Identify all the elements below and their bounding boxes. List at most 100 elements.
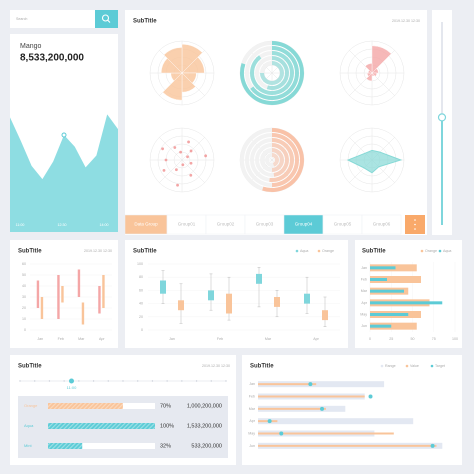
timeline-tick: [92, 380, 95, 382]
search-icon: [107, 19, 111, 23]
value-bar: [258, 407, 326, 410]
scatter-point: [161, 147, 165, 151]
timeline-tick: [166, 380, 168, 382]
tab-label: Group05: [334, 222, 352, 227]
box: [178, 300, 184, 311]
box: [322, 310, 328, 321]
polar-spoke: [181, 137, 205, 161]
tab[interactable]: [361, 214, 402, 235]
polar-spoke: [159, 159, 183, 183]
y-tick-label: 80: [139, 275, 143, 279]
timeline-tick: [48, 380, 51, 382]
scatter-point: [181, 163, 185, 167]
progress-bar: [48, 423, 155, 429]
x-tick-label: 0: [369, 337, 371, 341]
rose-sector: [371, 68, 379, 74]
y-tick-label: Jan: [361, 266, 367, 270]
timeline-handle[interactable]: [69, 378, 74, 384]
range-bar: [36, 280, 40, 308]
ring-bar: [250, 46, 299, 100]
search-box[interactable]: [10, 10, 118, 28]
timeline-tick: [34, 380, 36, 382]
legend-label: Orange: [425, 249, 437, 253]
legend-dot: [430, 364, 434, 368]
rose-sector: [181, 43, 203, 74]
y-tick-label: Jan: [249, 382, 255, 386]
timeline-tick: [122, 380, 124, 382]
panel-date: 2019.12.30 12:30: [392, 19, 420, 23]
progress-percent: 32%: [160, 443, 171, 449]
x-tick-label: Feb: [58, 337, 64, 341]
panel-date: 2019.12.30 12:30: [202, 364, 230, 368]
legend-dot: [317, 249, 321, 253]
search-icon: [101, 14, 110, 22]
scatter-point: [204, 154, 208, 158]
legend-dot: [420, 249, 424, 253]
polar-spoke: [159, 137, 183, 161]
scatter-point: [164, 158, 168, 162]
y-tick-label: Mar: [361, 289, 368, 293]
rose-sector: [162, 72, 183, 101]
value-bar: [258, 395, 365, 398]
rose-sector: [366, 72, 373, 82]
rose-sector: [371, 45, 392, 74]
box: [256, 273, 262, 284]
legend-label: Aqua: [443, 249, 451, 253]
row-label: Mint: [24, 443, 32, 448]
polar-spoke: [181, 159, 205, 183]
y-tick-label: Feb: [249, 394, 255, 398]
panel-title: SubTitle: [18, 364, 42, 370]
range-bar: [81, 302, 85, 325]
menu-dot: [414, 223, 416, 226]
y-tick-label: Apr: [249, 419, 255, 423]
progress-bar: [48, 403, 123, 409]
timeline-tick: [195, 380, 198, 382]
y-tick-label: 40: [22, 284, 26, 288]
tab-label: Data Group: [134, 222, 158, 227]
range-bar: [57, 275, 60, 319]
ring-bar: [262, 128, 304, 192]
rose-sector: [371, 72, 378, 77]
legend-dot: [380, 364, 384, 368]
summary-label: Mango: [20, 43, 42, 50]
x-tick-label: Apr: [313, 337, 319, 341]
legend-label: Aqua: [300, 249, 308, 253]
search-button[interactable]: [95, 10, 118, 28]
rose-sector: [364, 63, 373, 74]
range-bar: [77, 269, 81, 297]
scatter-point: [189, 173, 193, 177]
bar: [370, 324, 392, 328]
radar-shape: [346, 149, 403, 174]
ring-bar: [240, 41, 304, 105]
bar: [370, 276, 421, 283]
bar: [370, 278, 387, 281]
bar: [370, 301, 443, 305]
timeline-tick: [137, 380, 139, 382]
value-bar: [258, 444, 437, 447]
box: [160, 280, 166, 294]
y-tick-label: 0: [24, 328, 26, 332]
timeline-tick: [181, 380, 183, 382]
slider-handle[interactable]: [437, 113, 447, 122]
y-tick-label: Jun: [361, 324, 367, 328]
ring-bar: [250, 51, 294, 95]
scatter-point: [189, 149, 193, 153]
x-tick-label: Feb: [217, 337, 223, 341]
x-tick-label: 50: [411, 337, 415, 341]
scatter-point: [187, 140, 190, 144]
panel-b: [125, 240, 348, 348]
summary-value: 8,533,200,000: [20, 53, 84, 64]
legend-label: Range: [385, 364, 396, 368]
rose-sector: [181, 56, 205, 74]
x-label: 14:00: [100, 223, 109, 227]
y-tick-label: Feb: [361, 277, 367, 281]
legend-dot: [405, 364, 409, 368]
y-tick-label: Mar: [249, 407, 256, 411]
bar: [370, 322, 417, 330]
progress-percent: 100%: [160, 423, 174, 429]
timeline-tick: [225, 380, 227, 382]
polar-spoke: [371, 72, 395, 96]
x-tick-label: Jan: [37, 337, 43, 341]
y-tick-label: 0: [141, 328, 143, 332]
range-bar: [98, 286, 101, 314]
